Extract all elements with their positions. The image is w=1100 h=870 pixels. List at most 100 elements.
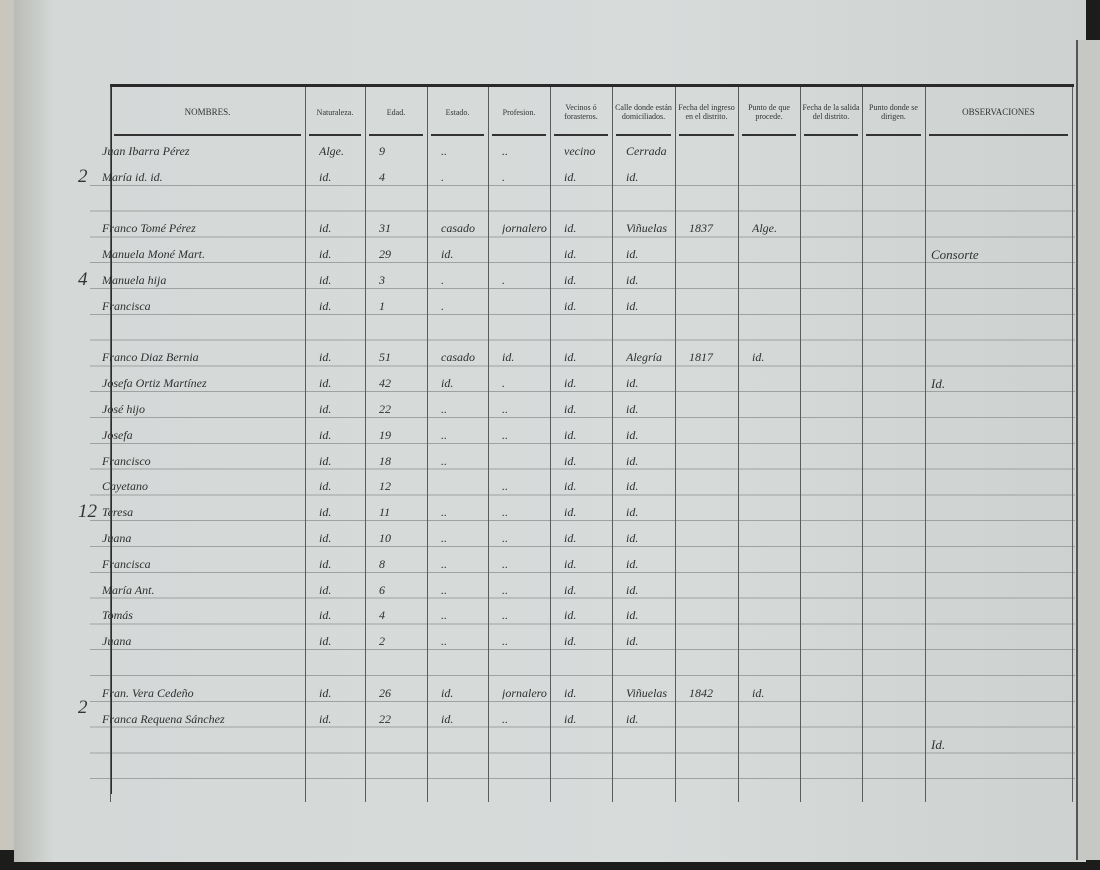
resident-name: Josefa	[102, 427, 133, 442]
facing-page-edge	[1076, 40, 1100, 860]
cell-naturaleza: id.	[319, 556, 332, 571]
cell-edad: 4	[379, 608, 385, 623]
cell-edad: 1	[379, 298, 385, 313]
column-divider	[550, 87, 551, 802]
cell-vecinos: id.	[564, 221, 577, 236]
column-divider	[305, 87, 306, 802]
cell-vecinos: id.	[564, 685, 577, 700]
cell-estado: casado	[441, 221, 475, 236]
cell-estado: .	[441, 169, 444, 184]
cell-edad: 29	[379, 247, 391, 262]
cell-calle: id.	[626, 247, 639, 262]
header-vecinos: Vecinos ó forasteros.	[564, 103, 598, 121]
cell-naturaleza: id.	[319, 427, 332, 442]
cell-naturaleza: id.	[319, 350, 332, 365]
cell-profesion: id.	[502, 350, 515, 365]
cell-vecinos: id.	[564, 169, 577, 184]
cell-edad: 10	[379, 531, 391, 545]
table-left-border	[110, 84, 112, 794]
cell-naturaleza: Alge.	[319, 144, 344, 158]
row-ruling	[90, 160, 1075, 800]
cell-edad: 2	[379, 634, 385, 649]
header-observaciones: OBSERVACIONES	[962, 106, 1035, 117]
resident-name: Francisca	[102, 298, 151, 313]
cell-vecinos: id.	[564, 247, 577, 262]
cell-estado: ..	[441, 505, 447, 520]
cell-profesion: ..	[502, 711, 508, 726]
cell-estado: ..	[441, 144, 447, 158]
cell-vecinos: id.	[564, 273, 577, 287]
cell-punto_procede: id.	[752, 350, 765, 365]
cell-estado: .	[441, 273, 444, 287]
cell-calle: id.	[626, 298, 639, 313]
column-divider	[925, 87, 926, 802]
cell-profesion: ..	[502, 402, 508, 416]
cell-fecha_ingreso: 1837	[689, 221, 713, 236]
cell-estado: ..	[441, 453, 447, 468]
cell-naturaleza: id.	[319, 247, 332, 262]
family-count: 2	[78, 697, 88, 719]
cell-vecinos: id.	[564, 376, 577, 391]
cell-naturaleza: id.	[319, 273, 332, 287]
column-divider	[862, 87, 863, 802]
header-punto_dirigen: Punto donde se dirigen.	[869, 103, 918, 121]
cell-estado: casado	[441, 350, 475, 365]
header-edad: Edad.	[386, 107, 406, 117]
cell-naturaleza: id.	[319, 298, 332, 313]
cell-edad: 26	[379, 685, 391, 700]
header-fecha_salida: Fecha de la salida del distrito.	[802, 103, 860, 121]
header-rule	[866, 134, 921, 136]
table-top-border	[110, 84, 1074, 87]
cell-estado: id.	[441, 376, 454, 391]
family-count: 2	[78, 165, 88, 187]
cell-edad: 51	[379, 350, 391, 365]
cell-calle: id.	[626, 169, 639, 184]
cell-naturaleza: id.	[319, 711, 332, 726]
resident-name: Francisca	[102, 556, 151, 571]
cell-naturaleza: id.	[319, 608, 332, 623]
cell-edad: 4	[379, 169, 385, 184]
cell-vecinos: id.	[564, 479, 577, 494]
header-estado: Estado.	[445, 107, 470, 117]
cell-profesion: .	[502, 169, 505, 184]
cell-vecinos: id.	[564, 531, 577, 545]
resident-name: Tomás	[102, 608, 133, 623]
header-rule	[114, 134, 301, 136]
cell-calle: Viñuelas	[626, 685, 668, 700]
cell-calle: Viñuelas	[626, 221, 668, 236]
resident-name: Manuela Moné Mart.	[102, 247, 205, 262]
cell-profesion: .	[502, 273, 505, 287]
cell-profesion: ..	[502, 634, 508, 649]
cell-estado: ..	[441, 582, 447, 597]
cell-vecinos: id.	[564, 634, 577, 649]
column-divider	[612, 87, 613, 802]
column-divider	[738, 87, 739, 802]
cell-edad: 3	[379, 273, 385, 287]
resident-name: Franco Tomé Pérez	[102, 221, 196, 236]
cell-calle: id.	[626, 531, 639, 545]
cell-calle: id.	[626, 273, 639, 287]
cell-vecinos: id.	[564, 402, 577, 416]
observation: Id.	[931, 737, 946, 753]
cell-vecinos: vecino	[564, 144, 596, 158]
cell-vecinos: id.	[564, 711, 577, 726]
cell-estado: ..	[441, 556, 447, 571]
cell-naturaleza: id.	[319, 685, 332, 700]
header-punto_procede: Punto de que procede.	[748, 103, 790, 121]
cell-calle: id.	[626, 376, 639, 391]
column-divider	[488, 87, 489, 802]
header-rule	[554, 134, 608, 136]
cell-vecinos: id.	[564, 556, 577, 571]
cell-calle: id.	[626, 505, 639, 520]
cell-naturaleza: id.	[319, 453, 332, 468]
header-rule	[309, 134, 361, 136]
cell-calle: id.	[626, 634, 639, 649]
cell-profesion: jornalero	[502, 221, 547, 236]
header-fecha_ingreso: Fecha del ingreso en el distrito.	[678, 103, 735, 121]
cell-vecinos: id.	[564, 505, 577, 520]
cell-naturaleza: id.	[319, 402, 332, 416]
cell-estado: ..	[441, 531, 447, 545]
cell-edad: 11	[379, 505, 391, 520]
cell-vecinos: id.	[564, 582, 577, 597]
cell-naturaleza: id.	[319, 479, 332, 494]
